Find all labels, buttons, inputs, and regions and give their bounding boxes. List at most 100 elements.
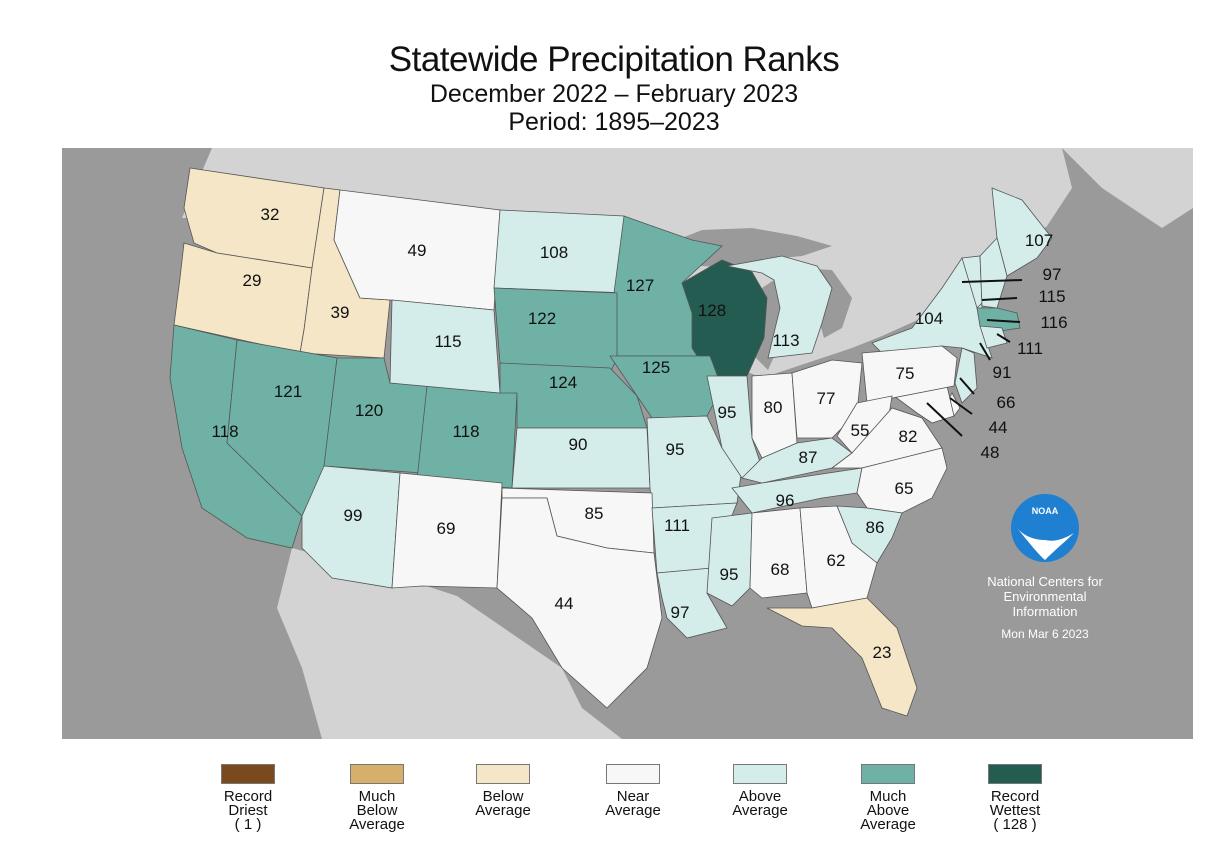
state-ms[interactable] <box>706 512 753 607</box>
us-map: NOAA 32 29 39 49 108 127 128 113 107 104 97 115 116 1… <box>62 148 1193 739</box>
state-nm[interactable] <box>391 472 503 589</box>
legend-item: Record Wettest ( 128 ) <box>960 760 1070 832</box>
state-rank-label-in: 80 <box>764 398 783 417</box>
legend-swatch <box>350 764 404 784</box>
state-rank-label-mt: 49 <box>408 241 427 260</box>
map-subtitle: December 2022 – February 2023 <box>429 80 799 108</box>
legend-swatch <box>861 764 915 784</box>
state-rank-label-ks: 90 <box>569 435 588 454</box>
state-labels: 32 29 39 49 108 127 128 113 107 104 97 115 116 111 91 6… <box>211 205 1067 662</box>
state-pa[interactable] <box>861 345 958 404</box>
state-ga[interactable] <box>799 505 878 609</box>
state-ky[interactable] <box>741 437 853 484</box>
legend-label: Record Wettest ( 128 ) <box>989 788 1041 833</box>
legend-label: Above Average <box>732 788 788 819</box>
state-fl[interactable] <box>766 597 918 717</box>
state-rank-label-de: 66 <box>997 393 1016 412</box>
state-rank-label-ne: 124 <box>549 373 577 392</box>
label-leader-lines <box>926 279 1023 437</box>
map-svg: NOAA 32 29 39 49 108 127 128 113 107 104 97 115 116 1… <box>62 148 1193 739</box>
legend-item: Record Driest ( 1 ) <box>193 760 303 832</box>
state-rank-label-ny: 104 <box>915 309 943 328</box>
state-rank-label-ok: 85 <box>585 504 604 523</box>
legend-swatch <box>733 764 787 784</box>
map-period: Period: 1895–2023 <box>508 108 720 136</box>
noaa-logo-text: NOAA <box>1032 506 1059 516</box>
state-rank-label-md: 44 <box>989 418 1008 437</box>
map-date: Mon Mar 6 2023 <box>1001 627 1089 641</box>
state-mi[interactable] <box>726 255 833 359</box>
legend-swatch <box>988 764 1042 784</box>
state-rank-label-nj: 91 <box>993 363 1012 382</box>
canada-east-land <box>1062 148 1193 228</box>
state-rank-label-ky: 87 <box>799 448 818 467</box>
state-rank-label-la: 97 <box>671 603 690 622</box>
legend-swatch <box>476 764 530 784</box>
state-rank-label-al: 68 <box>771 560 790 579</box>
legend-swatch <box>221 764 275 784</box>
legend: Record Driest ( 1 ) Much Below Average Bel… <box>0 760 1228 850</box>
map-title: Statewide Precipitation Ranks <box>388 40 840 79</box>
legend-label: Below Average <box>475 788 531 819</box>
legend-item: Much Above Average <box>833 760 943 832</box>
state-rank-label-ar: 111 <box>664 516 690 535</box>
noaa-gull-icon <box>1017 528 1074 560</box>
state-rank-label-nd: 108 <box>540 243 568 262</box>
state-rank-label-nm: 69 <box>437 519 456 538</box>
legend-item: Much Below Average <box>322 760 432 832</box>
state-rank-label-az: 99 <box>344 506 363 525</box>
state-rank-label-nv: 121 <box>274 382 302 401</box>
state-nj[interactable] <box>954 347 978 404</box>
noaa-logo-circle <box>1011 494 1079 562</box>
state-rank-label-me: 107 <box>1025 231 1053 250</box>
state-rank-label-ut: 120 <box>355 401 383 420</box>
noaa-logo: NOAA <box>1011 494 1079 562</box>
state-rank-label-ma: 116 <box>1040 313 1067 332</box>
state-nh[interactable] <box>979 237 1008 309</box>
legend-item: Above Average <box>705 760 815 818</box>
state-rank-label-tx: 44 <box>555 594 574 613</box>
state-rank-label-co: 118 <box>452 422 479 441</box>
state-ct[interactable] <box>979 325 1008 349</box>
state-rank-label-pa: 75 <box>896 364 915 383</box>
state-rank-label-dc: 48 <box>981 443 1000 462</box>
state-rank-label-vt: 97 <box>1043 265 1062 284</box>
state-rank-label-ga: 62 <box>827 551 846 570</box>
state-rank-label-wy: 115 <box>434 332 461 351</box>
legend-item: Below Average <box>448 760 558 818</box>
legend-label: Much Above Average <box>860 788 916 833</box>
state-rank-label-oh: 77 <box>817 389 836 408</box>
state-rank-label-sc: 86 <box>866 518 885 537</box>
state-rank-label-id: 39 <box>331 303 350 322</box>
legend-label: Much Below Average <box>349 788 405 833</box>
title-block: Statewide Precipitation Ranks December 2… <box>0 40 1228 136</box>
state-rank-label-sd: 122 <box>528 309 556 328</box>
state-rank-label-or: 29 <box>243 271 262 290</box>
state-rank-label-nh: 115 <box>1038 287 1065 306</box>
state-rank-label-fl: 23 <box>873 643 892 662</box>
state-rank-label-mi: 113 <box>772 331 799 350</box>
state-rank-label-wa: 32 <box>261 205 280 224</box>
legend-label: Near Average <box>605 788 661 819</box>
legend-label: Record Driest ( 1 ) <box>223 788 273 833</box>
state-rank-label-ms: 95 <box>720 565 739 584</box>
state-rank-label-il: 95 <box>718 403 737 422</box>
mexico-land <box>277 548 622 739</box>
state-rank-label-ct: 111 <box>1017 339 1043 358</box>
state-al[interactable] <box>749 507 808 599</box>
state-rank-label-ca: 118 <box>211 422 238 441</box>
state-rank-label-wv: 55 <box>851 421 870 440</box>
state-rank-label-nc: 65 <box>895 479 914 498</box>
state-mo[interactable] <box>646 415 743 509</box>
state-sd[interactable] <box>493 287 618 374</box>
state-rank-label-wi: 128 <box>698 301 726 320</box>
legend-swatch <box>606 764 660 784</box>
legend-item: Near Average <box>578 760 688 818</box>
state-rank-label-mo: 95 <box>666 440 685 459</box>
state-tx[interactable] <box>496 497 663 709</box>
state-rank-label-ia: 125 <box>642 358 670 377</box>
agency-name: National Centers for Environmental Informa… <box>987 574 1103 619</box>
state-rank-label-tn: 96 <box>776 491 795 510</box>
state-rank-label-va: 82 <box>899 427 918 446</box>
state-rank-label-mn: 127 <box>626 276 654 295</box>
